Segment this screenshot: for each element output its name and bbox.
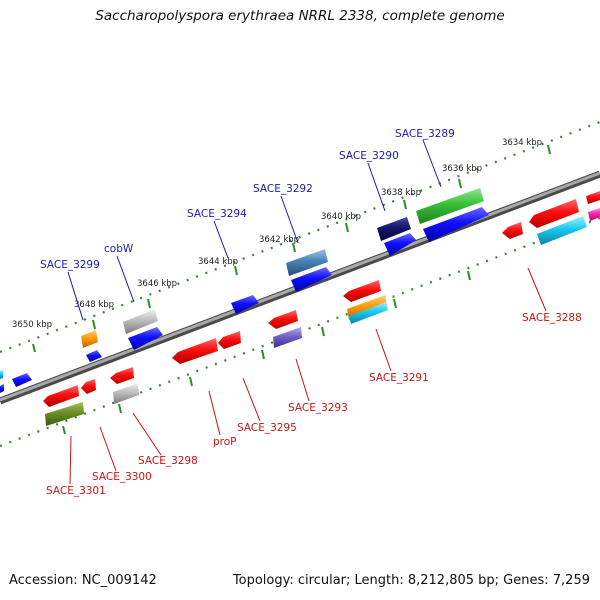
gene-feature[interactable] — [529, 199, 579, 228]
gene-feature[interactable] — [286, 249, 328, 276]
gene-feature[interactable] — [343, 280, 381, 302]
gene-feature[interactable] — [86, 350, 102, 362]
gene-feature[interactable] — [586, 191, 600, 204]
scale-label-3634: 3634 kbp — [502, 138, 542, 148]
scale-ruler-top — [0, 120, 600, 354]
gene-label-prop[interactable]: proP — [213, 436, 237, 448]
gene-label-sace-3294[interactable]: SACE_3294 — [187, 208, 247, 220]
gene-feature[interactable] — [113, 383, 139, 404]
scale-label-3646: 3646 kbp — [137, 279, 177, 289]
gene-label-sace-3299[interactable]: SACE_3299 — [40, 259, 100, 271]
gene-feature[interactable] — [0, 384, 4, 393]
gene-feature[interactable] — [110, 367, 134, 384]
gene-feature[interactable] — [377, 217, 411, 241]
gene-feature[interactable] — [268, 310, 298, 329]
accession-text: Accession: NC_009142 — [9, 573, 157, 588]
scale-label-3636: 3636 kbp — [442, 164, 482, 174]
scale-label-3650: 3650 kbp — [12, 320, 52, 330]
label-connectors-top — [67, 139, 442, 321]
gene-feature[interactable] — [349, 302, 388, 324]
gene-label-sace-3300[interactable]: SACE_3300 — [92, 471, 152, 483]
gene-feature[interactable] — [423, 207, 489, 242]
gene-feature[interactable] — [81, 379, 96, 394]
gene-feature[interactable] — [45, 402, 84, 426]
gene-label-sace-3289[interactable]: SACE_3289 — [395, 128, 455, 140]
gene-feature[interactable] — [588, 208, 600, 221]
gene-feature[interactable] — [273, 327, 302, 348]
gene-feature[interactable] — [0, 370, 3, 379]
gene-label-sace-3301[interactable]: SACE_3301 — [46, 485, 106, 497]
major-ticks — [32, 144, 551, 435]
gene-feature[interactable] — [291, 267, 332, 292]
gene-label-sace-3288[interactable]: SACE_3288 — [522, 312, 582, 324]
scale-label-3638: 3638 kbp — [381, 188, 421, 198]
gene-feature[interactable] — [218, 331, 241, 349]
gene-label-sace-3295[interactable]: SACE_3295 — [237, 422, 297, 434]
forward-strand-genes — [0, 188, 489, 393]
scale-label-3648: 3648 kbp — [74, 300, 114, 310]
scale-label-3640: 3640 kbp — [321, 212, 361, 222]
gene-label-sace-3291[interactable]: SACE_3291 — [369, 372, 429, 384]
gene-feature[interactable] — [416, 188, 484, 224]
gene-label-sace-3298[interactable]: SACE_3298 — [138, 455, 198, 467]
scale-label-3644: 3644 kbp — [198, 257, 238, 267]
gene-feature[interactable] — [384, 233, 416, 256]
gene-feature[interactable] — [537, 216, 587, 245]
reverse-strand-genes — [0, 191, 600, 426]
gene-feature[interactable] — [81, 330, 98, 348]
gene-feature[interactable] — [502, 222, 523, 239]
gene-feature[interactable] — [172, 338, 218, 364]
gene-feature[interactable] — [43, 385, 79, 407]
scale-label-3642: 3642 kbp — [259, 235, 299, 245]
gene-label-cobw[interactable]: cobW — [104, 243, 134, 255]
gene-feature[interactable] — [123, 309, 158, 334]
gene-feature[interactable] — [12, 373, 32, 387]
map-title: Saccharopolyspora erythraea NRRL 2338, c… — [95, 8, 505, 24]
gene-label-sace-3290[interactable]: SACE_3290 — [339, 150, 399, 162]
label-connectors-bottom — [69, 267, 547, 485]
genome-stats-text: Topology: circular; Length: 8,212,805 bp… — [232, 573, 590, 588]
gene-feature[interactable] — [128, 327, 163, 350]
gene-label-sace-3292[interactable]: SACE_3292 — [253, 183, 313, 195]
gene-label-sace-3293[interactable]: SACE_3293 — [288, 402, 348, 414]
gene-feature[interactable] — [231, 295, 259, 314]
